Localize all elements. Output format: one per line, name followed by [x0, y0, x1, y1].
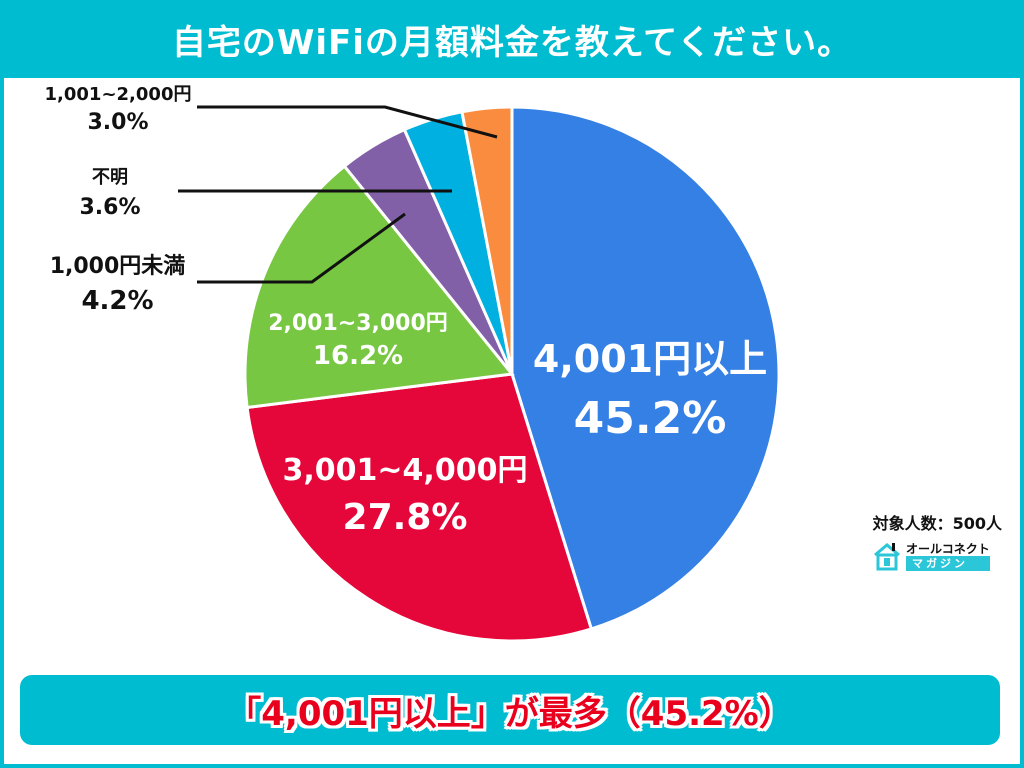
label-name: 1,001~2,000円 — [44, 84, 192, 105]
label-name: 不明 — [92, 167, 128, 188]
label-name: 1,000円未満 — [49, 254, 186, 279]
label-1001-2000: 1,001~2,000円 3.0% — [28, 80, 208, 135]
leader-line-under-1000 — [197, 212, 406, 284]
house-icon — [874, 543, 900, 571]
pie-slice — [510, 105, 781, 631]
label-pct: 16.2% — [312, 341, 404, 371]
label-pct: 4.2% — [81, 286, 154, 316]
label-pct: 3.6% — [79, 195, 141, 220]
label-name: 2,001~3,000円 — [268, 311, 448, 336]
label-pct: 27.8% — [342, 497, 468, 538]
logo-text-top: オールコネクト — [906, 541, 990, 556]
leader-line-1001-2000 — [197, 105, 498, 139]
sample-size: 対象人数：500人 — [872, 514, 1002, 533]
pie-slice — [245, 372, 594, 643]
label-pct: 3.0% — [87, 110, 149, 135]
label-pct: 45.2% — [573, 393, 727, 444]
label-name: 4,001円以上 — [532, 337, 768, 381]
page-title: 自宅のWiFiの月額料金を教えてください。 — [171, 22, 853, 63]
pie-slice — [460, 105, 514, 375]
pie-slice — [243, 164, 515, 410]
label-under-1000: 1,000円未満 4.2% — [20, 248, 215, 316]
logo-text-bottom: マガジン — [906, 555, 990, 571]
label-2001-3000: 2,001~3,000円 16.2% — [248, 305, 468, 371]
summary-text: 「4,001円以上」が最多（45.2%） — [227, 693, 793, 734]
brand-logo: オールコネクト マガジン — [872, 541, 990, 571]
label-4001-plus: 4,001円以上 45.2% — [515, 328, 785, 444]
label-unknown: 不明 3.6% — [60, 163, 160, 220]
label-name: 3,001~4,000円 — [282, 453, 528, 488]
summary-banner: 「4,001円以上」が最多（45.2%） — [20, 675, 1000, 745]
label-3001-4000: 3,001~4,000円 27.8% — [260, 445, 550, 538]
